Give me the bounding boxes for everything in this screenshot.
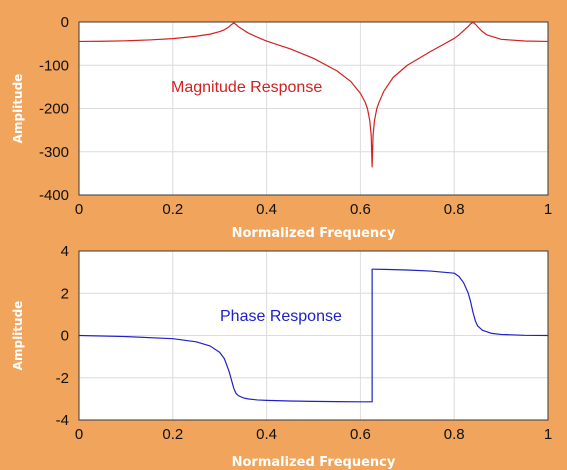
magnitude-chart: 0 0.2 0.4 0.6 0.8 1 0 -100 -200 -300 -400 Magnitude… xyxy=(11,14,552,241)
phase-annotation: Phase Response xyxy=(220,308,342,325)
magnitude-x-tick-label: 0.2 xyxy=(162,201,183,218)
phase-x-tick-label: 0.8 xyxy=(444,426,465,443)
phase-x-tick-label: 0 xyxy=(75,426,83,443)
phase-y-tick-label: 2 xyxy=(61,285,69,302)
magnitude-x-tick-label: 0.4 xyxy=(256,201,277,218)
phase-y-tick-label: 4 xyxy=(61,243,69,260)
magnitude-plot-border xyxy=(78,21,549,196)
phase-x-tick-label: 0.2 xyxy=(162,426,183,443)
magnitude-y-tick-label: -300 xyxy=(39,144,69,161)
magnitude-y-tick-label: 0 xyxy=(61,14,69,31)
magnitude-x-tick-label: 0.8 xyxy=(444,201,465,218)
phase-x-tick-label: 0.6 xyxy=(350,426,371,443)
magnitude-y-axis-label: Amplitude xyxy=(11,74,25,144)
magnitude-x-axis-label: Normalized Frequency xyxy=(232,226,396,241)
phase-series-line xyxy=(78,268,549,403)
magnitude-x-tick-label: 1 xyxy=(544,201,552,218)
magnitude-series-line xyxy=(78,21,549,168)
magnitude-y-tick-label: -200 xyxy=(39,101,69,118)
magnitude-y-tick-label: -100 xyxy=(39,57,69,74)
phase-y-tick-label: 0 xyxy=(61,328,69,345)
magnitude-x-tick-label: 0.6 xyxy=(350,201,371,218)
phase-x-tick-label: 0.4 xyxy=(256,426,277,443)
phase-y-tick-label: -2 xyxy=(56,370,69,387)
magnitude-x-tick-label: 0 xyxy=(75,201,83,218)
magnitude-annotation: Magnitude Response xyxy=(171,79,322,96)
phase-x-tick-label: 1 xyxy=(544,426,552,443)
phase-chart: 0 0.2 0.4 0.6 0.8 1 4 2 0 -2 -4 Phase Response Norma… xyxy=(11,243,552,470)
phase-y-axis-label: Amplitude xyxy=(11,301,25,371)
phase-y-tick-label: -4 xyxy=(56,412,69,429)
phase-x-axis-label: Normalized Frequency xyxy=(232,455,396,470)
magnitude-y-tick-label: -400 xyxy=(39,187,69,204)
